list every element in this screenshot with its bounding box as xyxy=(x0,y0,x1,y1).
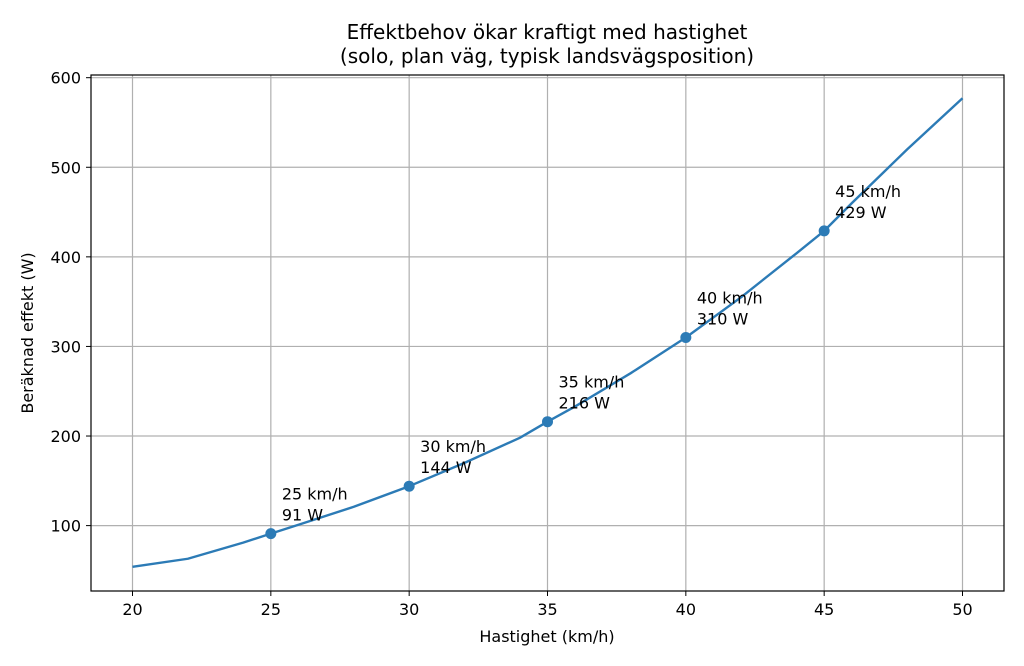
x-tick-label: 40 xyxy=(676,600,696,619)
point-label-power: 216 W xyxy=(559,394,611,413)
data-point xyxy=(265,528,277,540)
grid xyxy=(91,75,1004,591)
annotations: 25 km/h 91 W 30 km/h 144 W 35 km/h 216 W 40 km… xyxy=(282,182,901,525)
x-axis-label: Hastighet (km/h) xyxy=(479,627,614,646)
data-point xyxy=(403,480,415,492)
point-label-speed: 40 km/h xyxy=(697,288,763,307)
y-tick-label: 600 xyxy=(50,69,81,88)
x-tick-label: 25 xyxy=(261,600,281,619)
point-label-power: 91 W xyxy=(282,506,323,525)
plot-frame xyxy=(90,74,1005,592)
point-label-speed: 25 km/h xyxy=(282,485,348,504)
y-tick-label: 200 xyxy=(50,427,81,446)
y-tick-label: 500 xyxy=(50,158,81,177)
x-tick-label: 45 xyxy=(814,600,834,619)
data-point xyxy=(542,416,553,428)
x-tick-label: 35 xyxy=(537,600,557,619)
point-label-speed: 45 km/h xyxy=(835,182,901,201)
point-label-power: 144 W xyxy=(420,458,472,477)
x-tick-label: 30 xyxy=(399,600,419,619)
chart-title-line2: (solo, plan väg, typisk landsvägspositio… xyxy=(340,44,754,68)
axis-ticks: 20 25 30 35 40 45 50 100 200 300 400 500 600 xyxy=(50,69,972,619)
y-tick-label: 300 xyxy=(50,337,81,356)
point-label-speed: 30 km/h xyxy=(420,437,486,456)
x-tick-label: 20 xyxy=(122,600,142,619)
data-point xyxy=(818,225,830,237)
data-points xyxy=(265,225,830,540)
point-label-speed: 35 km/h xyxy=(559,373,625,392)
data-point xyxy=(680,331,692,343)
chart-title-line1: Effektbehov ökar kraftigt med hastighet xyxy=(347,20,748,44)
point-label-power: 310 W xyxy=(697,309,749,328)
y-axis-label: Beräknad effekt (W) xyxy=(18,252,37,413)
y-tick-label: 400 xyxy=(50,248,81,267)
point-label-power: 429 W xyxy=(835,203,887,222)
y-tick-label: 100 xyxy=(50,517,81,536)
x-tick-label: 50 xyxy=(952,600,972,619)
